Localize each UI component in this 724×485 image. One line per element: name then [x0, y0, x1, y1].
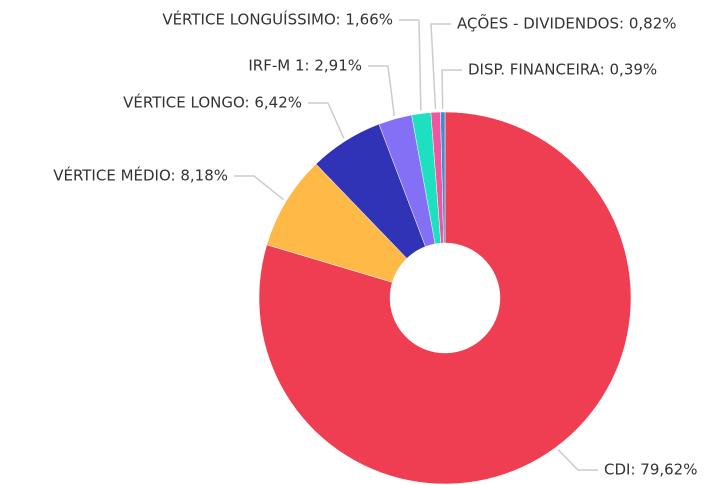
leader-line [234, 175, 285, 201]
leader-line [441, 69, 462, 110]
leader-line [308, 102, 345, 139]
data-label: IRF-M 1: 2,91% [248, 57, 362, 75]
leader-line [399, 19, 422, 111]
data-label: AÇÕES - DIVIDENDOS: 0,82% [457, 14, 677, 33]
slice [440, 111, 446, 244]
data-label: DISP. FINANCEIRA: 0,39% [468, 61, 657, 79]
data-label: VÉRTICE LONGO: 6,42% [123, 93, 302, 112]
data-label: VÉRTICE MÉDIO: 8,18% [53, 166, 228, 185]
leader-line [368, 65, 396, 117]
data-label: CDI: 79,62% [604, 461, 697, 479]
slice [258, 111, 632, 485]
leader-line [430, 23, 451, 110]
leader-line [557, 449, 598, 471]
data-label: VÉRTICE LONGUÍSSIMO: 1,66% [162, 10, 393, 29]
